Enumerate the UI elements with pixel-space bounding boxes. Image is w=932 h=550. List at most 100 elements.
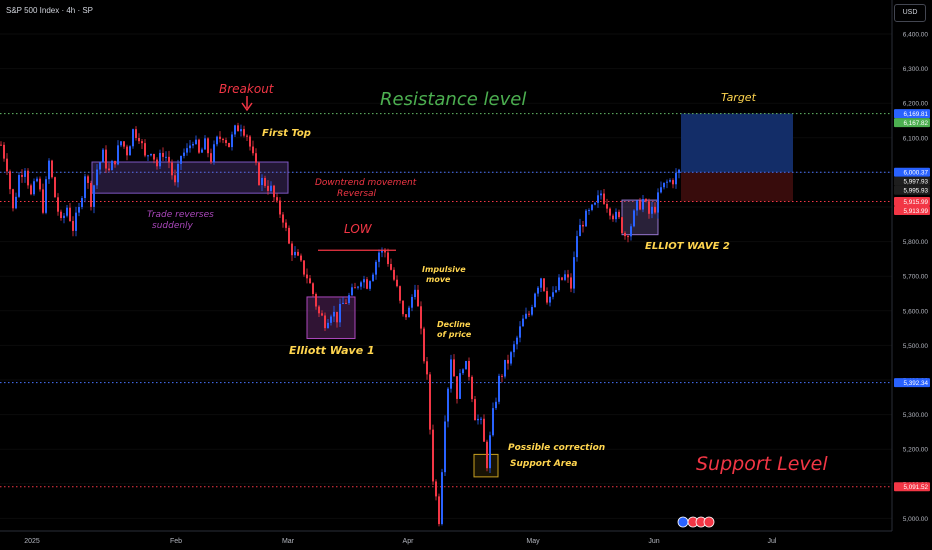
candle-body [51, 160, 53, 178]
price-label-text: 6,167.82 [903, 120, 928, 127]
x-tick-label: 2025 [24, 538, 40, 545]
candle-body [330, 316, 332, 323]
candle-body [207, 138, 209, 154]
price-label-tag [894, 167, 930, 177]
candle-body [468, 360, 470, 377]
x-axis-bg [0, 531, 932, 550]
candle-body [498, 375, 500, 402]
candle-body [231, 134, 233, 148]
y-tick-label: 5,300.00 [903, 412, 929, 419]
candle-body [282, 214, 284, 223]
candle-body [456, 376, 458, 399]
candle-body [645, 198, 647, 202]
candles [0, 122, 680, 527]
candle-body [633, 210, 635, 227]
candle-body [246, 135, 248, 137]
candle-body [66, 207, 68, 216]
candle-body [78, 207, 80, 213]
candle-body [621, 217, 623, 233]
candle-body [39, 178, 41, 190]
candle-body [300, 255, 302, 261]
candle-body [63, 215, 65, 219]
candle-body [165, 156, 167, 158]
price-label-tag [894, 378, 930, 388]
price-label-tag [894, 109, 930, 119]
candle-body [99, 162, 101, 170]
candle-body [525, 313, 527, 319]
candle-body [561, 277, 563, 280]
candle-body [453, 359, 455, 377]
y-tick-label: 5,600.00 [903, 308, 929, 315]
y-tick-label: 5,500.00 [903, 343, 929, 350]
candle-body [18, 175, 20, 197]
y-tick-label: 6,400.00 [903, 32, 929, 39]
price-label-tag [894, 482, 930, 492]
candle-body [60, 211, 62, 219]
candle-body [576, 236, 578, 258]
candle-body [636, 200, 638, 211]
candle-body [117, 145, 119, 165]
candle-body [348, 295, 350, 304]
candle-body [489, 435, 491, 469]
candle-body [363, 279, 365, 283]
candle-body [309, 278, 311, 284]
candle-body [96, 169, 98, 186]
candle-body [549, 296, 551, 303]
x-tick-label: Jul [768, 538, 777, 545]
candle-body [399, 286, 401, 301]
candle-body [171, 162, 173, 176]
candle-body [276, 197, 278, 201]
candle-body [57, 197, 59, 212]
candle-body [528, 313, 530, 315]
y-tick-label: 5,200.00 [903, 447, 929, 454]
candle-body [534, 293, 536, 308]
decline-label: Decline [437, 320, 471, 329]
candle-body [225, 140, 227, 143]
candle-body [180, 155, 182, 164]
candle-body [504, 359, 506, 377]
candle-body [393, 269, 395, 280]
candle-body [519, 326, 521, 338]
candle-body [264, 177, 266, 186]
candle-body [21, 175, 23, 177]
candle-body [477, 418, 479, 421]
candle-body [669, 180, 671, 182]
candle-body [492, 408, 494, 436]
candle-body [3, 144, 5, 159]
candle-body [384, 249, 386, 253]
candle-body [654, 206, 656, 213]
candle-body [381, 249, 383, 253]
candle-body [126, 146, 128, 156]
x-tick-label: Apr [403, 538, 415, 545]
candle-body [168, 156, 170, 163]
candle-body [573, 257, 575, 289]
candle-body [303, 260, 305, 275]
candle-body [177, 163, 179, 183]
candle-body [294, 251, 296, 256]
candle-body [93, 185, 95, 207]
candle-body [237, 125, 239, 132]
candle-body [321, 313, 323, 316]
candle-body [390, 264, 392, 270]
candle-body [150, 153, 152, 156]
y-tick-label: 5,700.00 [903, 274, 929, 281]
candle-body [342, 302, 344, 304]
candle-body [495, 401, 497, 409]
candle-body [204, 138, 206, 150]
support-level-label: Support Level [696, 453, 828, 475]
candle-body [315, 294, 317, 307]
candle-body [471, 376, 473, 400]
x-tick-label: Feb [170, 538, 182, 545]
currency-button[interactable]: USD [894, 4, 926, 22]
candle-body [210, 153, 212, 163]
candle-body [228, 142, 230, 148]
price-label-text: 5,392.34 [903, 380, 928, 387]
candle-body [648, 201, 650, 214]
candle-body [201, 149, 203, 153]
flag-icon [703, 516, 715, 528]
candle-body [306, 274, 308, 279]
candle-body [657, 192, 659, 213]
candle-body [438, 496, 440, 525]
